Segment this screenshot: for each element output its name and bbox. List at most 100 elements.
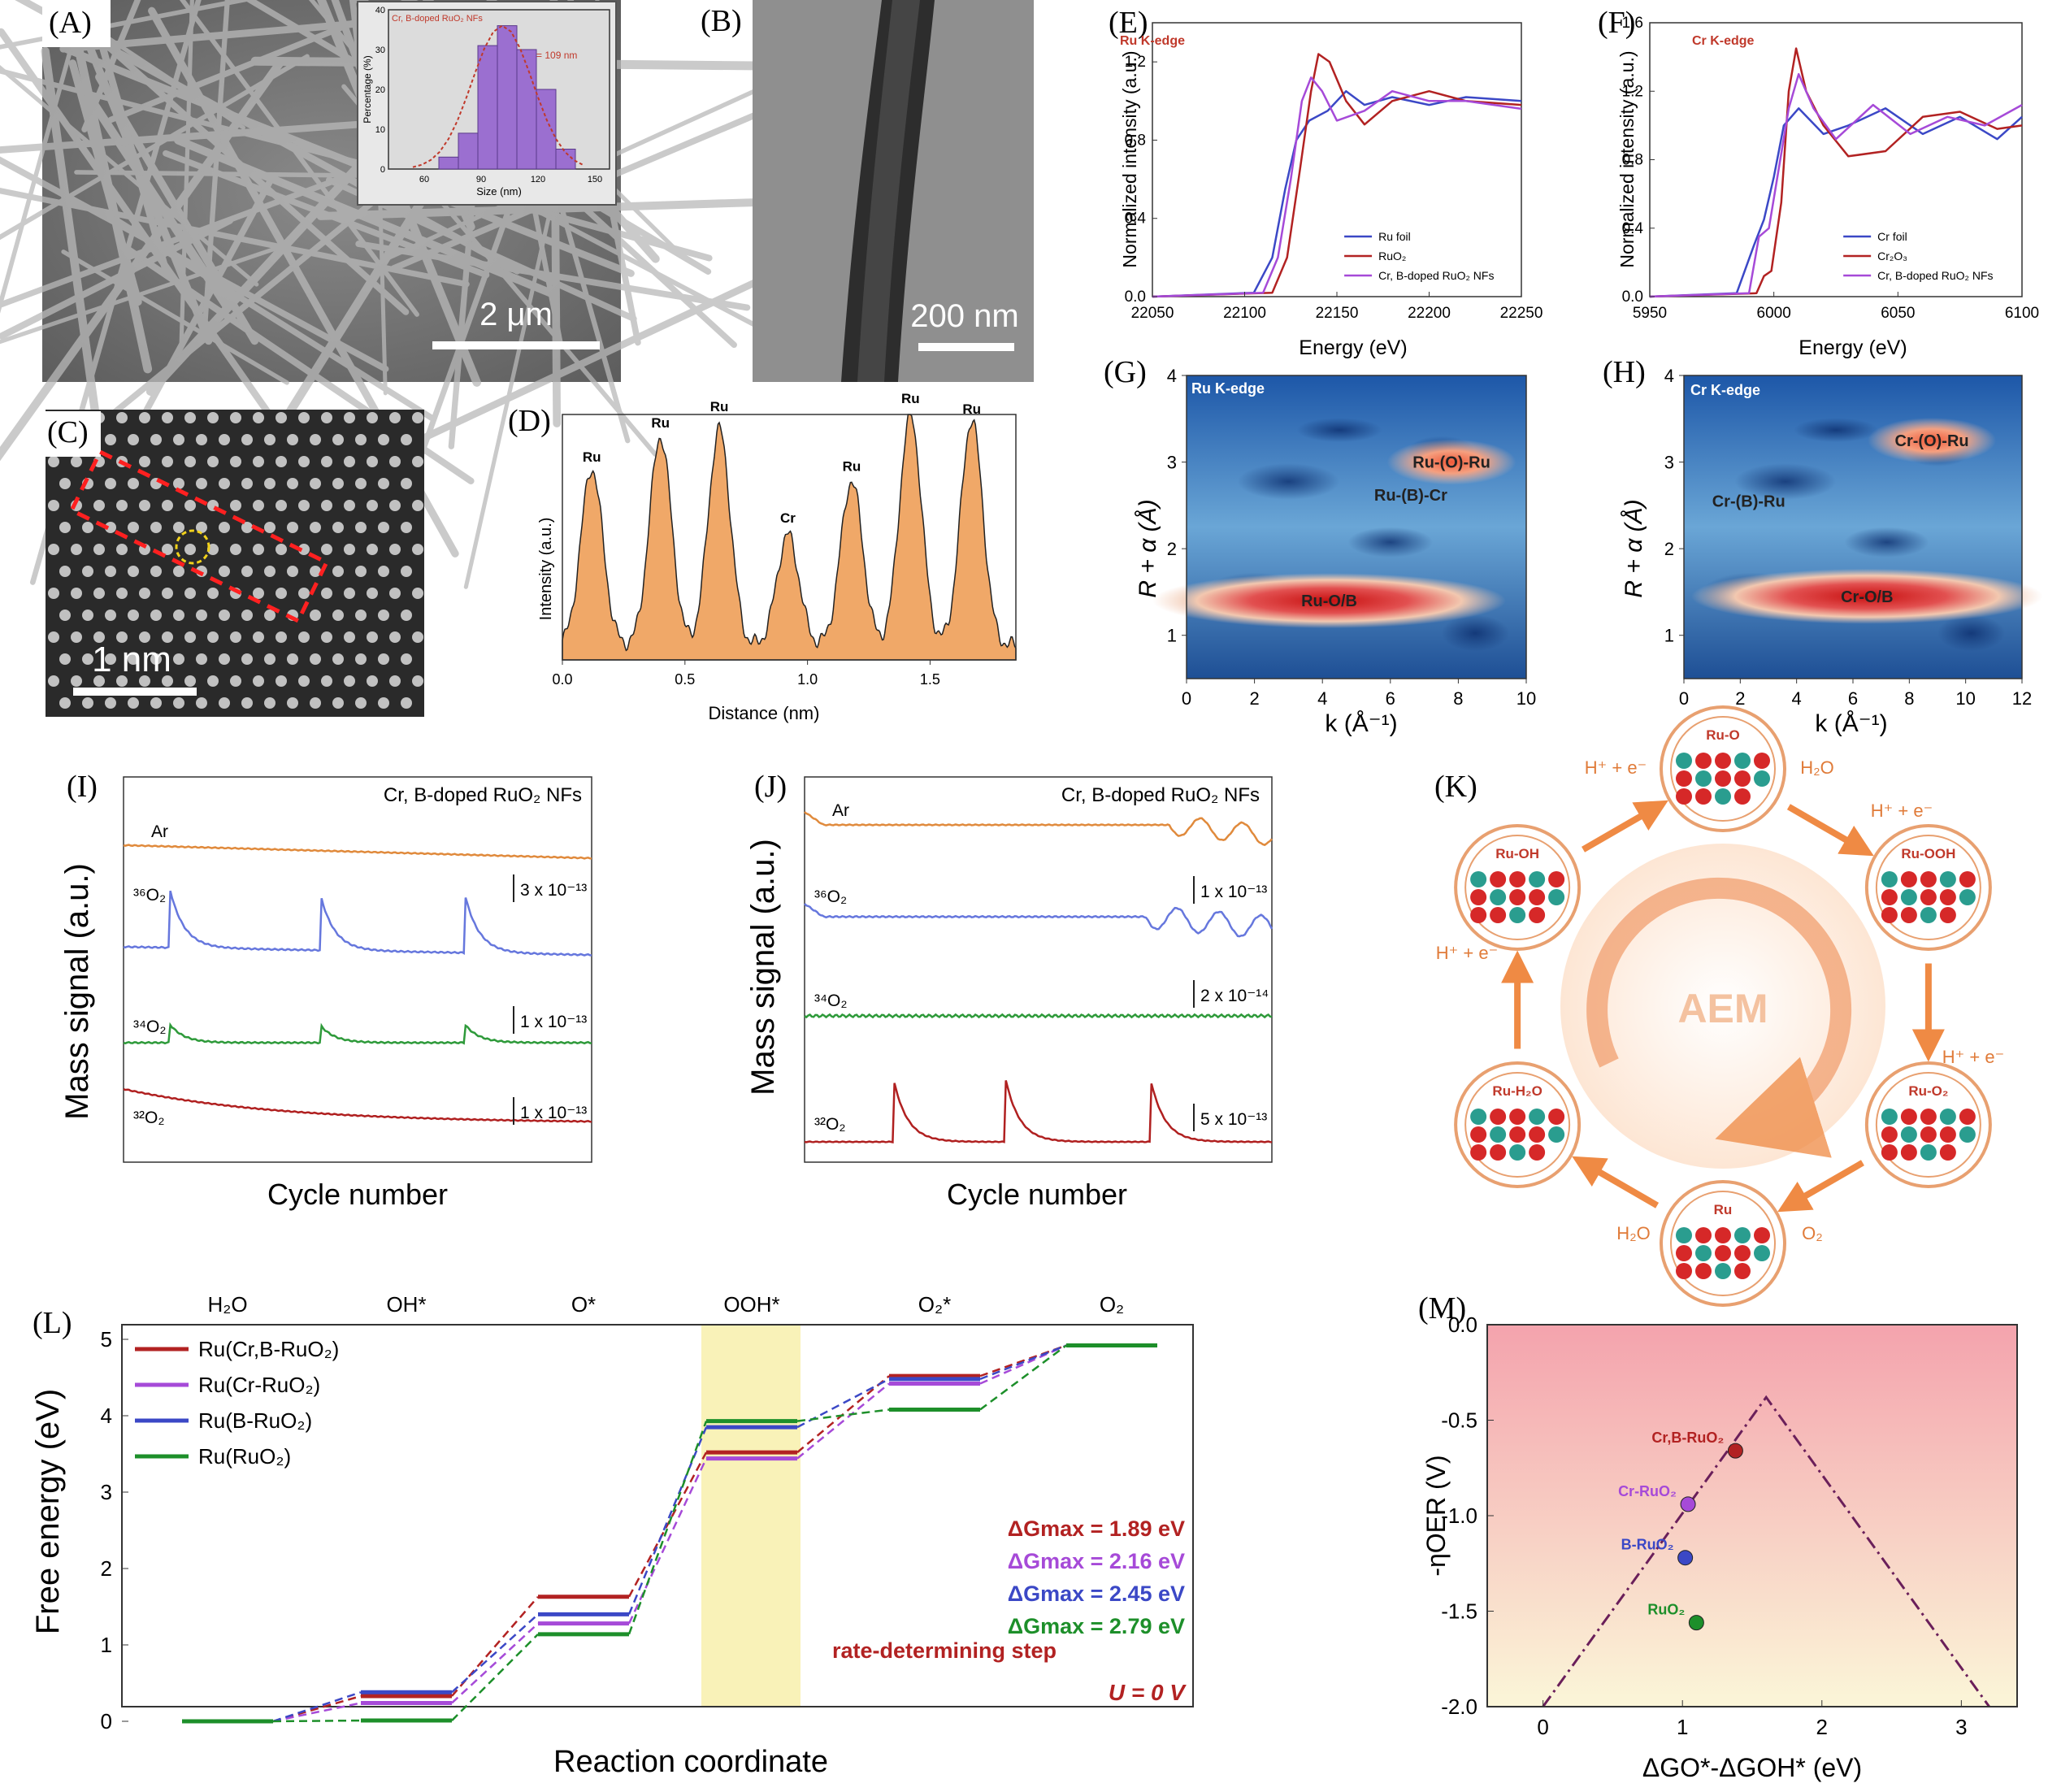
k-node-label: Ru-O	[1706, 727, 1740, 743]
chartE-frame	[1152, 22, 1522, 297]
m-xtick: 1	[1677, 1715, 1688, 1739]
k-atom	[1881, 907, 1898, 923]
j-xlabel: Cycle number	[947, 1178, 1127, 1211]
k-atom	[1509, 1126, 1526, 1143]
atom	[116, 588, 128, 599]
k-atom	[1490, 889, 1507, 905]
chartJ-scale-label: 2 x 10⁻¹⁴	[1200, 987, 1269, 1005]
atom	[93, 675, 105, 687]
chartF-ytick: 0.0	[1622, 289, 1643, 306]
l-connector	[627, 1421, 708, 1635]
chartG-feature-label: Ru-(B)-Cr	[1374, 487, 1447, 505]
l-xlabel: Reaction coordinate	[553, 1745, 828, 1779]
atom	[367, 500, 378, 511]
atom	[162, 544, 173, 555]
atom	[71, 675, 82, 687]
atom	[150, 697, 162, 709]
k-atom	[1920, 1109, 1937, 1125]
d-xtick: 0.0	[552, 671, 572, 688]
chartH-xtick: 6	[1848, 688, 1858, 709]
atom	[389, 675, 401, 687]
chartH-ytick: 3	[1664, 453, 1674, 473]
atom	[139, 412, 150, 423]
inset-ytick: 10	[375, 125, 385, 135]
atom	[105, 434, 116, 445]
atom	[389, 588, 401, 599]
chartJ-trace-label: ³⁶O₂	[814, 887, 847, 906]
k-transfer-label: H₂O	[1616, 1223, 1651, 1243]
atom	[298, 588, 310, 599]
atom	[71, 544, 82, 555]
l-connector	[272, 1702, 362, 1723]
atom	[82, 653, 93, 665]
atom	[128, 522, 139, 533]
f-title: Cr K-edge	[1692, 34, 1755, 48]
atom	[378, 478, 389, 489]
d-peak-label: Ru	[651, 415, 670, 431]
l-connector	[627, 1458, 708, 1625]
chartF-legend-label: Cr, B-doped RuO₂ NFs	[1877, 269, 1993, 282]
atom	[219, 522, 230, 533]
atom	[219, 478, 230, 489]
atom	[378, 566, 389, 577]
chartI-frame	[123, 776, 592, 1163]
chartH-feature-label: Cr-O/B	[1841, 588, 1893, 606]
atom	[321, 588, 332, 599]
l-ytick: 4	[101, 1404, 112, 1428]
k-atom	[1548, 1126, 1565, 1143]
k-node-label: Ru-O₂	[1908, 1083, 1948, 1099]
chartG-ytick: 2	[1167, 539, 1177, 559]
k-step-arrow	[1572, 1156, 1660, 1208]
chart-m: Cr,B-RuO₂ Cr-RuO₂ B-RuO₂ RuO₂ 0 1 2 3 0.0 -0.5 -1.…	[1421, 1313, 2018, 1782]
panel-m-label: (M)	[1418, 1291, 1466, 1326]
f-ylabel: Normalized intensity (a.u.)	[1616, 50, 1638, 267]
atom	[276, 500, 287, 511]
atom	[184, 456, 196, 467]
k-atom	[1734, 1263, 1751, 1279]
m-volcano-line	[1542, 1395, 1990, 1707]
k-atom	[1900, 907, 1917, 923]
atom	[241, 478, 253, 489]
d-peak-label: Ru	[583, 449, 601, 465]
chartI-trace	[123, 890, 592, 957]
atom	[287, 478, 298, 489]
chartE-ytick: 1.2	[1125, 54, 1146, 71]
chartF-xtick: 5950	[1633, 305, 1667, 322]
m-point	[1680, 1496, 1696, 1512]
inset-ylabel: Percentage (%)	[362, 55, 373, 123]
l-connector	[627, 1426, 708, 1615]
k-atom	[1470, 1144, 1487, 1161]
k-atom	[1490, 1126, 1507, 1143]
chartH-feature-label: Cr-(B)-Ru	[1712, 493, 1785, 511]
d-xtick: 0.5	[675, 671, 695, 688]
panel-c: (C) 1 nm	[42, 410, 424, 717]
atom	[162, 412, 173, 423]
chartG-xtick: 6	[1386, 688, 1395, 709]
atom	[219, 653, 230, 665]
atom	[207, 675, 219, 687]
k-step-arrow	[1582, 800, 1668, 853]
panel-i: (I) Ar ³⁶O₂ 3 x 10⁻¹³ ³⁴O₂ 1 x 10⁻¹³ ³²O₂ 1 x …	[59, 770, 592, 1211]
inset-xtick: 150	[588, 175, 602, 184]
k-atom	[1509, 907, 1526, 923]
atom	[276, 544, 287, 555]
chartJ-trace-label: Ar	[832, 801, 849, 820]
atom	[310, 478, 321, 489]
k-atom	[1900, 1126, 1917, 1143]
e-title: Ru K-edge	[1120, 34, 1185, 48]
atom	[150, 653, 162, 665]
l-connector	[272, 1719, 362, 1723]
inset-xlabel: Size (nm)	[476, 185, 522, 197]
k-atom	[1881, 1144, 1898, 1161]
d-ylabel: Intensity (a.u.)	[537, 518, 555, 621]
k-cycle-arrow	[1586, 877, 1852, 1158]
d-peak-label: Ru	[962, 401, 981, 417]
atom	[207, 456, 219, 467]
j-title: Cr, B-doped RuO₂ NFs	[1061, 784, 1260, 806]
atom	[389, 456, 401, 467]
atom	[253, 412, 264, 423]
atom	[48, 675, 59, 687]
inset-ytick: 0	[380, 165, 385, 175]
chartG-xtick: 2	[1249, 688, 1259, 709]
